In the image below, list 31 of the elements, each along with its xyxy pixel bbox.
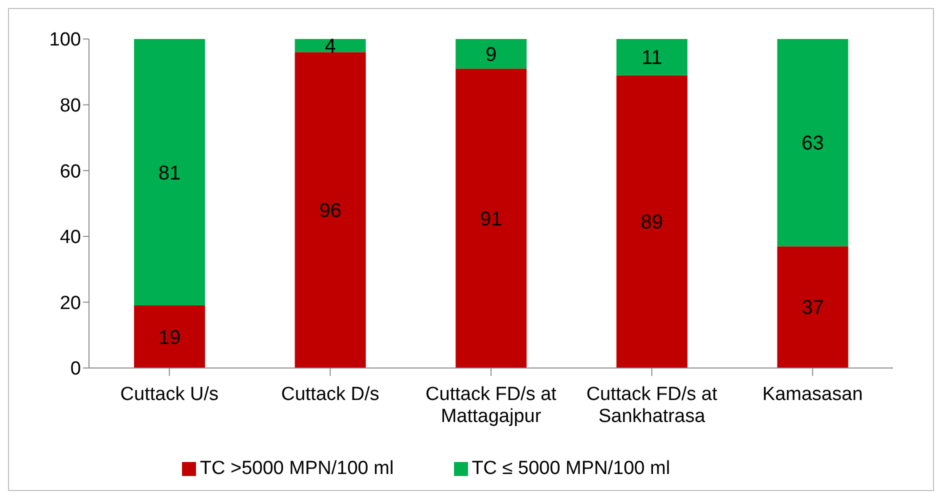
y-tick-label: 80 — [60, 96, 81, 117]
data-label: 96 — [319, 200, 342, 222]
x-tick-label: Cuttack D/s — [281, 384, 380, 405]
data-label: 11 — [642, 47, 662, 70]
y-tick-label: 60 — [60, 161, 81, 182]
y-tick-label: 0 — [70, 358, 81, 380]
data-label: 9 — [486, 44, 497, 66]
bar — [616, 39, 688, 76]
bar — [294, 52, 366, 368]
y-tick-label: 100 — [49, 30, 81, 51]
data-label: 19 — [158, 326, 181, 349]
bar — [616, 75, 688, 368]
bar — [777, 246, 848, 368]
bar — [456, 39, 527, 69]
data-label: 91 — [480, 208, 502, 230]
x-tick-label: Cuttack FD/s at Sankhatrasa — [586, 384, 718, 427]
data-label: 63 — [802, 132, 824, 155]
bar — [777, 39, 848, 246]
y-tick-label: 20 — [60, 292, 81, 314]
bar — [134, 39, 206, 306]
x-tick-label: Cuttack FD/s at Mattagajpur — [426, 384, 558, 427]
x-tick-label: Cuttack U/s — [120, 384, 218, 405]
legend-label: TC ≤ 5000 MPN/100 ml — [472, 458, 670, 479]
bar — [134, 305, 206, 368]
data-label: 37 — [802, 297, 824, 320]
data-label: 81 — [158, 162, 181, 184]
x-tick-label: Kamasasan — [762, 384, 863, 405]
legend-label: TC >5000 MPN/100 ml — [200, 458, 394, 479]
data-label: 89 — [640, 212, 664, 234]
y-tick-label: 40 — [60, 227, 81, 248]
bar — [456, 68, 527, 368]
